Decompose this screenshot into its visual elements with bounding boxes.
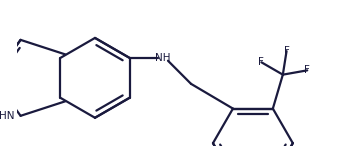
- Text: F: F: [284, 46, 290, 56]
- Text: F: F: [304, 65, 310, 75]
- Text: F: F: [258, 57, 264, 67]
- Text: NH: NH: [155, 53, 170, 63]
- Text: HN: HN: [0, 111, 15, 121]
